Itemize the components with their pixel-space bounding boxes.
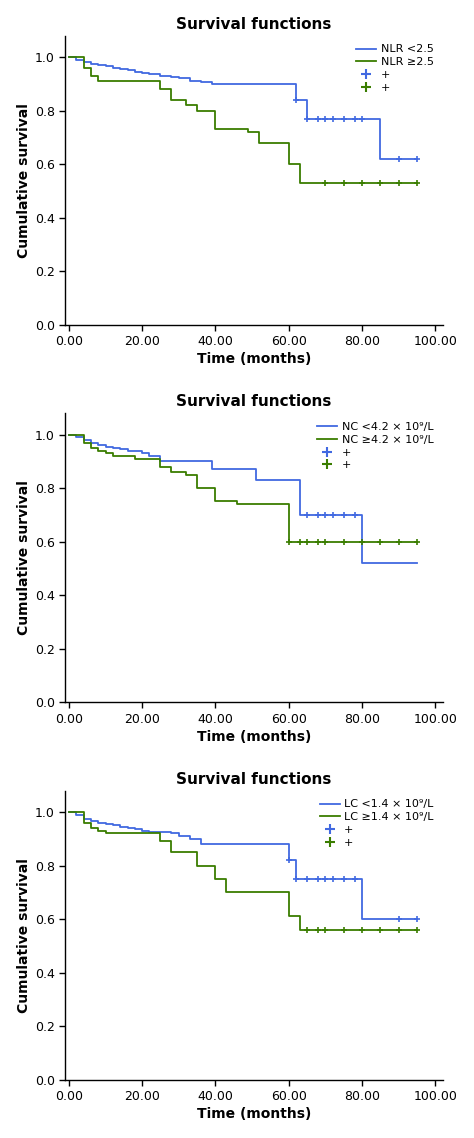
Title: Survival functions: Survival functions [176, 772, 332, 786]
Title: Survival functions: Survival functions [176, 394, 332, 410]
Title: Survival functions: Survival functions [176, 17, 332, 32]
Legend: NLR <2.5, NLR ≥2.5, +, +: NLR <2.5, NLR ≥2.5, +, + [353, 41, 437, 97]
X-axis label: Time (months): Time (months) [197, 729, 311, 744]
Legend: NC <4.2 × 10⁹/L, NC ≥4.2 × 10⁹/L, +, +: NC <4.2 × 10⁹/L, NC ≥4.2 × 10⁹/L, +, + [314, 419, 437, 473]
Y-axis label: Cumulative survival: Cumulative survival [17, 858, 31, 1013]
X-axis label: Time (months): Time (months) [197, 1107, 311, 1121]
Y-axis label: Cumulative survival: Cumulative survival [17, 480, 31, 635]
X-axis label: Time (months): Time (months) [197, 353, 311, 366]
Legend: LC <1.4 × 10⁹/L, LC ≥1.4 × 10⁹/L, +, +: LC <1.4 × 10⁹/L, LC ≥1.4 × 10⁹/L, +, + [316, 797, 437, 851]
Y-axis label: Cumulative survival: Cumulative survival [17, 102, 31, 257]
